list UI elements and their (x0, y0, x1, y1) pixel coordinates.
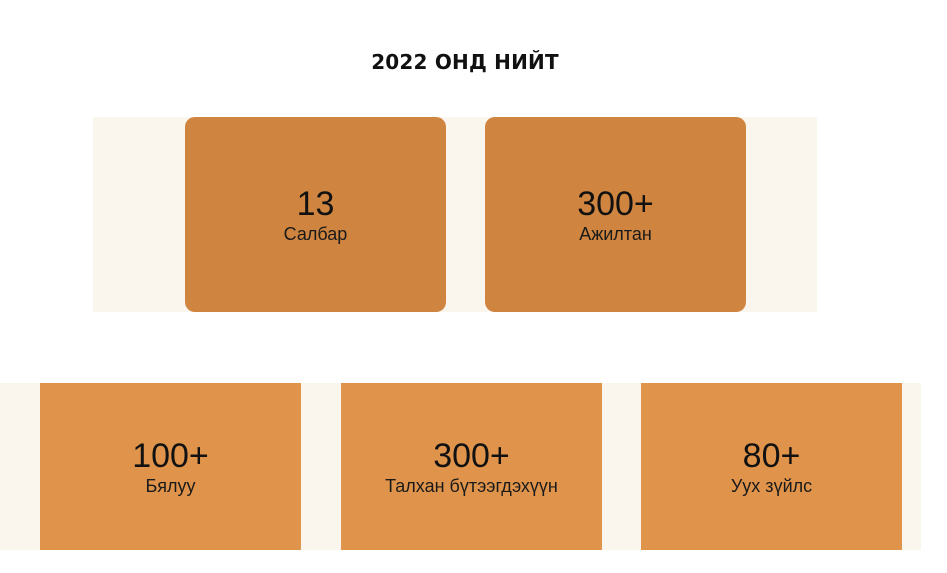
stat-label: Уух зүйлс (730, 475, 813, 496)
stat-card-branches: 13 Салбар (185, 117, 446, 312)
stat-card-bread-products: 300+ Талхан бүтээгдэхүүн (341, 383, 602, 550)
stat-value: 300+ (433, 436, 510, 475)
stat-label: Талхан бүтээгдэхүүн (385, 475, 558, 496)
stat-value: 100+ (132, 436, 209, 475)
stat-value: 300+ (577, 184, 654, 223)
section-title: 2022 ОНД НИЙТ (371, 50, 559, 74)
stat-card-drinks: 80+ Уух зүйлс (641, 383, 902, 550)
stat-label: Ажилтан (579, 223, 652, 244)
stat-label: Бялуу (145, 475, 196, 496)
stat-value: 13 (296, 184, 335, 223)
stat-value: 80+ (742, 436, 801, 475)
stat-card-employees: 300+ Ажилтан (485, 117, 746, 312)
stat-card-cakes: 100+ Бялуу (40, 383, 301, 550)
stat-label: Салбар (283, 223, 348, 244)
